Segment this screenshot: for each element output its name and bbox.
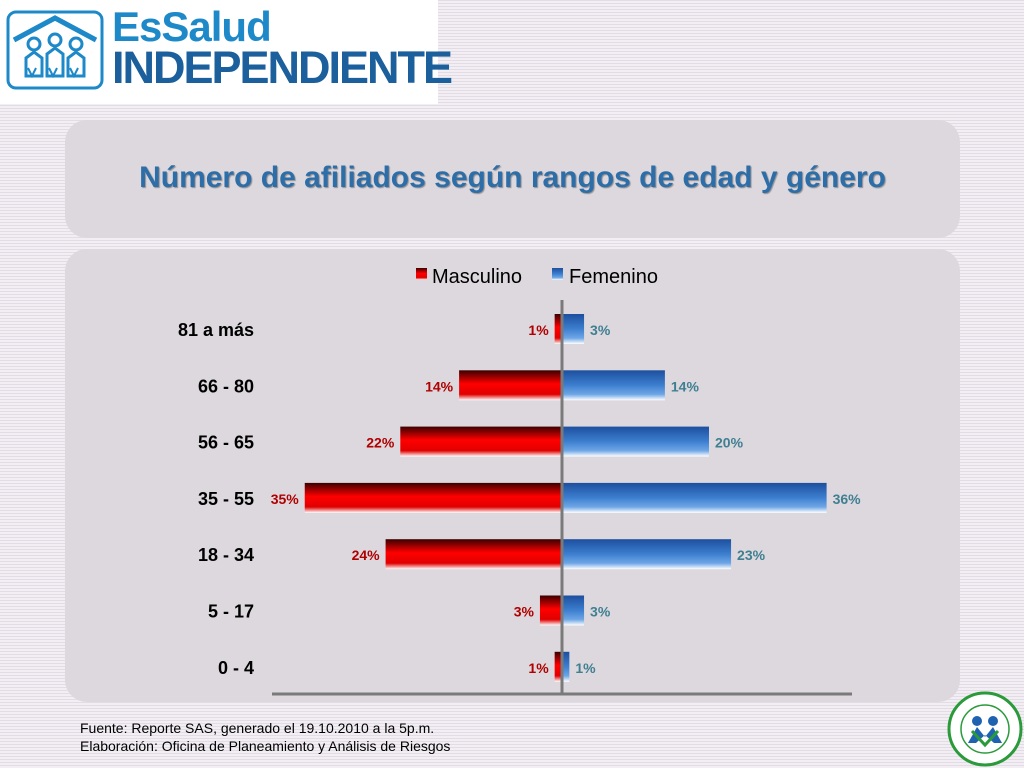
source-note: Fuente: Reporte SAS, generado el 19.10.2… xyxy=(80,720,435,736)
legend-swatch-femenino xyxy=(552,268,563,280)
value-label-femenino: 1% xyxy=(575,660,596,676)
value-label-femenino: 3% xyxy=(590,322,611,338)
chart-bars xyxy=(304,314,827,682)
bar-masculino xyxy=(400,426,562,457)
value-label-femenino: 36% xyxy=(833,491,862,507)
bar-masculino xyxy=(385,539,562,570)
aseguramiento-seal-icon xyxy=(947,691,1023,767)
bar-masculino xyxy=(304,482,562,513)
family-house-icon xyxy=(6,10,104,90)
category-label: 0 - 4 xyxy=(218,658,254,678)
chart-legend: Masculino Femenino xyxy=(416,266,658,288)
category-label: 81 a más xyxy=(178,320,254,340)
author-note: Elaboración: Oficina de Planeamiento y A… xyxy=(80,738,451,754)
category-labels: 81 a más 66 - 80 56 - 65 35 - 55 18 - 34 5 - … xyxy=(178,320,254,678)
legend-label-masculino: Masculino xyxy=(432,266,522,288)
bar-femenino xyxy=(562,370,665,401)
legend-swatch-masculino xyxy=(416,268,427,280)
slide-title: Número de afiliados según rangos de edad… xyxy=(139,161,886,194)
bar-femenino xyxy=(562,539,732,570)
value-label-masculino: 1% xyxy=(528,660,549,676)
value-label-femenino: 3% xyxy=(590,604,611,620)
bar-femenino xyxy=(562,595,585,626)
category-label: 35 - 55 xyxy=(198,489,254,509)
title-panel: Número de afiliados según rangos de edad… xyxy=(65,120,960,238)
bar-femenino xyxy=(562,651,570,682)
bar-masculino xyxy=(554,314,562,344)
chart-panel xyxy=(65,249,960,702)
bar-masculino xyxy=(554,651,562,682)
bar-femenino xyxy=(562,426,709,457)
bar-masculino xyxy=(539,595,562,626)
footer: Fuente: Reporte SAS, generado el 19.10.2… xyxy=(80,719,450,755)
value-label-masculino: 35% xyxy=(271,491,300,507)
bar-femenino xyxy=(562,482,827,513)
chart-axes xyxy=(272,300,852,696)
category-label: 18 - 34 xyxy=(198,545,254,565)
value-label-femenino: 23% xyxy=(737,547,766,563)
bar-femenino xyxy=(562,314,585,344)
value-label-femenino: 14% xyxy=(671,378,700,394)
bar-masculino xyxy=(459,370,562,401)
value-label-masculino: 1% xyxy=(528,322,549,338)
category-label: 66 - 80 xyxy=(198,376,254,396)
logo: EsSalud INDEPENDIENTE xyxy=(0,0,453,104)
value-label-masculino: 24% xyxy=(352,547,381,563)
logo-wordmark-top: EsSalud xyxy=(112,3,272,50)
value-label-masculino: 14% xyxy=(425,378,454,394)
value-label-masculino: 22% xyxy=(366,435,395,451)
logo-wordmark-bottom: INDEPENDIENTE xyxy=(112,42,453,93)
category-label: 56 - 65 xyxy=(198,433,254,453)
value-label-femenino: 20% xyxy=(715,435,744,451)
legend-label-femenino: Femenino xyxy=(569,266,658,288)
value-labels: 1% 3% 14% 14% 22% 20% 35% 36% 24% 23% 3% 3% 1% 1% xyxy=(271,322,861,676)
category-label: 5 - 17 xyxy=(208,602,254,622)
value-label-masculino: 3% xyxy=(514,604,535,620)
